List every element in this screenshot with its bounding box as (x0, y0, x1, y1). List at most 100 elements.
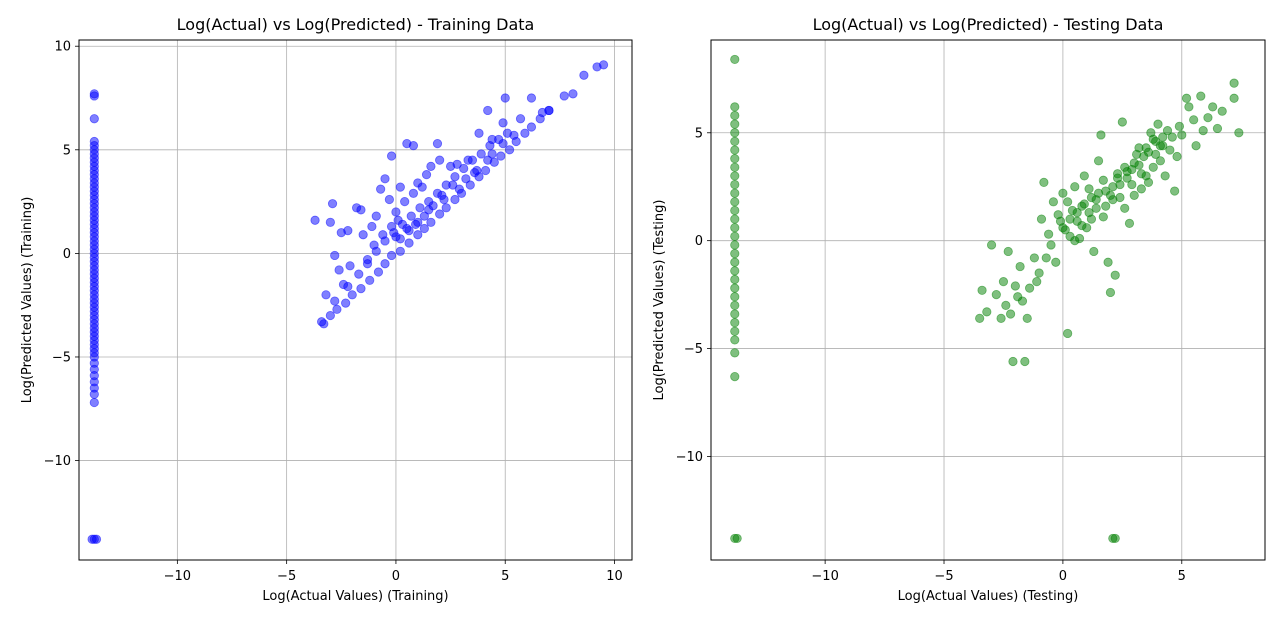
training-chart-title: Log(Actual) vs Log(Predicted) - Training… (177, 15, 535, 34)
training-point (380, 174, 390, 184)
training-point (89, 397, 99, 408)
training-point (474, 128, 484, 138)
testing-point (991, 290, 1001, 300)
training-point (321, 290, 331, 300)
training-chart: −10 −5 0 5 10 −10 −5 0 5 10 Log(Actual) vs Log(Pr… (20, 15, 633, 604)
testing-point (1115, 192, 1125, 203)
training-point (380, 259, 390, 269)
testing-point (730, 214, 740, 224)
training-point (332, 304, 342, 314)
training-point (500, 93, 510, 103)
testing-point (730, 54, 740, 65)
testing-point (1032, 277, 1042, 287)
testing-point (982, 307, 992, 317)
testing-point (998, 277, 1009, 287)
testing-point (1063, 328, 1073, 339)
testing-point (1077, 220, 1087, 231)
training-point (391, 207, 401, 217)
training-point (404, 226, 414, 236)
training-point (330, 296, 340, 306)
testing-point (730, 102, 740, 112)
testing-point (730, 179, 740, 190)
training-x-tick-label: −5 (277, 569, 296, 584)
testing-point (730, 240, 740, 250)
testing-point (730, 162, 740, 172)
training-point (459, 163, 469, 174)
testing-point (1108, 182, 1118, 192)
training-point (544, 105, 554, 116)
testing-plot-area (710, 39, 1266, 561)
training-point (435, 209, 445, 219)
testing-point (1155, 141, 1165, 151)
testing-point (1048, 197, 1058, 207)
testing-point (1096, 130, 1106, 140)
training-point (330, 250, 340, 261)
training-point (448, 180, 458, 190)
training-x-tick-label: 10 (606, 569, 623, 584)
training-point (419, 211, 429, 221)
testing-point (986, 240, 997, 250)
training-point (480, 165, 491, 176)
training-x-tick-label: 0 (392, 569, 400, 584)
training-point (504, 145, 515, 155)
training-point (395, 182, 405, 192)
training-point (415, 203, 425, 213)
testing-point (1103, 257, 1113, 267)
training-point (498, 118, 508, 128)
testing-point (1160, 171, 1170, 181)
testing-point (1010, 281, 1020, 291)
training-points (87, 60, 609, 544)
testing-point (1063, 197, 1073, 207)
testing-point (1181, 93, 1192, 103)
training-point (89, 389, 99, 399)
training-point (476, 149, 486, 159)
training-point (483, 105, 493, 116)
training-point (365, 275, 375, 285)
training-y-tick-label: −10 (44, 454, 71, 469)
training-point (496, 151, 506, 161)
testing-point (1093, 156, 1104, 166)
training-point (89, 91, 99, 101)
testing-point (1153, 119, 1163, 129)
testing-point (1170, 186, 1180, 196)
testing-y-tick-label: 5 (695, 126, 703, 141)
training-x-axis-label: Log(Actual Values) (Training) (262, 589, 448, 604)
testing-point (1134, 143, 1144, 153)
training-point (483, 155, 493, 165)
training-point (467, 155, 478, 165)
testing-point (1120, 203, 1130, 213)
testing-point (1025, 283, 1035, 293)
testing-point (730, 145, 740, 155)
testing-point (1151, 149, 1161, 159)
testing-point (1070, 236, 1080, 246)
training-point (386, 221, 397, 232)
training-point (356, 205, 366, 215)
testing-point (1079, 171, 1089, 181)
training-point (334, 265, 344, 275)
testing-point (1086, 214, 1097, 224)
training-point (441, 203, 451, 213)
testing-point (1208, 102, 1218, 112)
testing-point (1229, 78, 1239, 88)
training-point (535, 114, 545, 124)
testing-point (730, 326, 740, 336)
testing-point (730, 119, 740, 129)
testing-point (732, 533, 742, 544)
training-x-tick-label: 5 (501, 569, 509, 584)
testing-point (1044, 229, 1054, 239)
testing-point (977, 285, 987, 295)
testing-point (1212, 123, 1223, 134)
testing-x-tick-label: −5 (934, 569, 953, 584)
testing-point (975, 313, 985, 323)
training-point (465, 180, 475, 190)
testing-point (1112, 173, 1123, 183)
training-point (452, 159, 462, 169)
testing-point (1158, 132, 1168, 142)
training-point (413, 230, 423, 240)
testing-point (1005, 309, 1016, 319)
testing-x-tick-label: 0 (1059, 569, 1067, 584)
testing-point (1189, 115, 1199, 125)
testing-point (730, 348, 740, 358)
training-point (376, 184, 386, 194)
testing-point (730, 136, 740, 147)
